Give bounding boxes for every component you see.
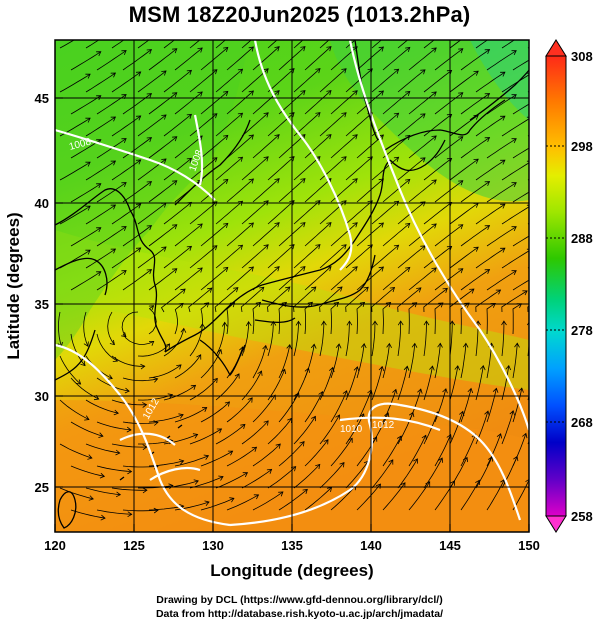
x-axis-label: Longitude (degrees) [210,561,373,580]
map-title: MSM 18Z20Jun2025 (1013.2hPa) [128,2,471,27]
x-tick-label: 135 [281,538,303,553]
x-tick-label: 140 [360,538,382,553]
credit-data-source: Data from http://database.rish.kyoto-u.a… [155,608,444,620]
colorbar-labels: 308 298 288 278 268 258 [571,49,593,524]
colorbar-top-arrow [545,39,567,57]
colorbar-label: 278 [571,323,593,338]
colorbar: 308 298 288 278 268 258 [545,39,593,533]
colorbar-label: 268 [571,415,593,430]
x-tick-label: 145 [439,538,461,553]
colorbar-label: 308 [571,49,593,64]
colorbar-scale [545,55,567,517]
colorbar-label: 258 [571,509,593,524]
colorbar-label: 288 [571,231,593,246]
y-tick-label: 30 [35,389,49,404]
y-tick-labels: 25 30 35 40 45 [35,91,49,495]
credit-drawing: Drawing by DCL (https://www.gfd-dennou.o… [156,594,443,606]
contour-label: 1010 [340,424,363,435]
x-tick-label: 130 [202,538,224,553]
colorbar-label: 298 [571,139,593,154]
x-tick-labels: 120 125 130 135 140 145 150 [44,538,540,553]
colorbar-bottom-arrow [545,515,567,533]
y-axis-label: Latitude (degrees) [4,212,23,359]
y-tick-label: 40 [35,196,49,211]
contour-label: 1012 [372,420,395,431]
x-tick-label: 150 [518,538,540,553]
x-tick-label: 120 [44,538,66,553]
y-tick-label: 35 [35,297,49,312]
grid-lines [55,40,529,532]
x-tick-label: 125 [123,538,145,553]
y-tick-label: 45 [35,91,49,106]
y-tick-label: 25 [35,480,49,495]
